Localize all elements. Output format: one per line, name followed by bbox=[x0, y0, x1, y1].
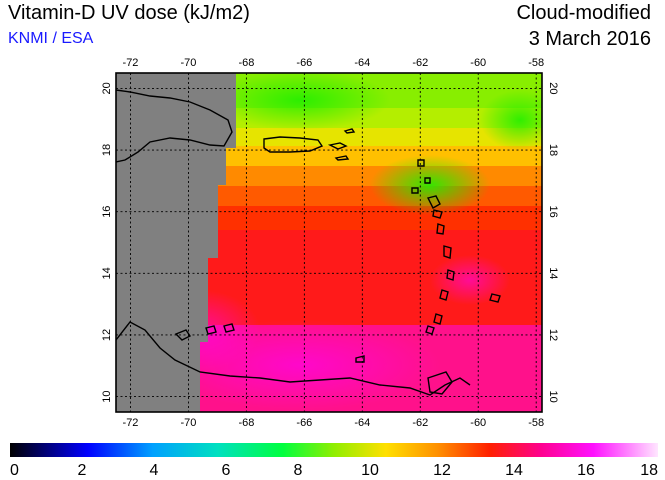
lon-tick-label-top: -60 bbox=[470, 57, 486, 69]
map-title: Vitamin-D UV dose (kJ/m2) bbox=[8, 2, 250, 24]
lon-tick-label-bottom: -68 bbox=[238, 417, 254, 429]
lon-tick-label-bottom: -64 bbox=[354, 417, 370, 429]
coastlines bbox=[116, 89, 501, 396]
uv-field bbox=[116, 73, 542, 412]
lon-tick-label-top: -68 bbox=[238, 57, 254, 69]
product-label: Cloud-modified bbox=[516, 2, 651, 24]
lon-tick-label-bottom: -58 bbox=[528, 417, 544, 429]
lon-tick-label-top: -72 bbox=[123, 57, 139, 69]
lon-tick-label-bottom: -72 bbox=[123, 417, 139, 429]
no-data-region bbox=[116, 73, 236, 412]
colorbar-tick-label: 18 bbox=[640, 462, 658, 479]
data-source-label: KNMI / ESA bbox=[8, 30, 94, 47]
lon-tick-label-top: -70 bbox=[180, 57, 196, 69]
colorbar-tick-label: 8 bbox=[294, 462, 303, 479]
lon-tick-label-top: -58 bbox=[528, 57, 544, 69]
colorbar-tick-label: 10 bbox=[361, 462, 379, 479]
lat-tick-label-left: 20 bbox=[101, 82, 113, 94]
colorbar-tick-label: 6 bbox=[222, 462, 231, 479]
colorbar-tick-label: 4 bbox=[150, 462, 159, 479]
colorbar-gradient bbox=[10, 443, 658, 457]
colorbar-tick-label: 12 bbox=[433, 462, 451, 479]
lon-tick-label-bottom: -60 bbox=[470, 417, 486, 429]
map-frame bbox=[115, 72, 543, 413]
colorbar-tick-labels: 0 2 4 6 8 10 12 14 16 18 bbox=[10, 462, 658, 479]
lat-tick-label-right: 18 bbox=[547, 144, 559, 156]
lon-tick-label-top: -66 bbox=[296, 57, 312, 69]
colorbar-tick-label: 16 bbox=[577, 462, 595, 479]
colorbar-tick-label: 14 bbox=[505, 462, 523, 479]
lon-tick-label-bottom: -70 bbox=[180, 417, 196, 429]
lon-tick-label-bottom: -66 bbox=[296, 417, 312, 429]
date-label: 3 March 2016 bbox=[528, 28, 651, 50]
lat-tick-label-right: 10 bbox=[547, 390, 559, 402]
lat-tick-label-right: 12 bbox=[547, 329, 559, 341]
lat-tick-label-left: 14 bbox=[101, 267, 113, 279]
colorbar-tick-label: 2 bbox=[78, 462, 87, 479]
axis-tick-labels: -72 -72 -70 -70 -68 -68 -66 -66 -64 -64 -62 -62 -60 -… bbox=[101, 57, 559, 429]
lat-tick-label-left: 12 bbox=[101, 329, 113, 341]
lat-tick-label-left: 18 bbox=[101, 144, 113, 156]
lat-tick-label-right: 20 bbox=[547, 82, 559, 94]
lat-tick-label-right: 14 bbox=[547, 267, 559, 279]
lat-tick-label-right: 16 bbox=[547, 206, 559, 218]
lat-tick-label-left: 16 bbox=[101, 206, 113, 218]
colorbar-tick-label: 0 bbox=[10, 462, 19, 479]
lon-tick-label-top: -62 bbox=[412, 57, 428, 69]
lat-tick-label-left: 10 bbox=[101, 390, 113, 402]
graticule bbox=[116, 73, 542, 412]
lon-tick-label-bottom: -62 bbox=[412, 417, 428, 429]
lon-tick-label-top: -64 bbox=[354, 57, 370, 69]
